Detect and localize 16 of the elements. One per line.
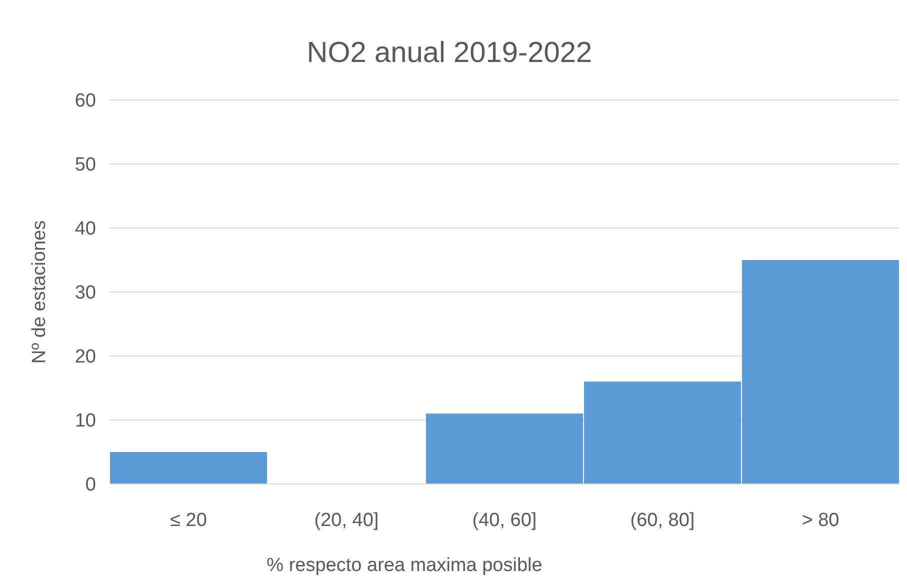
y-tick-label: 10	[74, 410, 96, 432]
y-tick-label: 50	[74, 154, 96, 176]
x-axis-title: % respecto area maxima posible	[266, 555, 542, 576]
x-tick-label: (60, 80]	[630, 510, 695, 531]
x-tick-label: (20, 40]	[314, 510, 379, 531]
y-tick-label: 30	[74, 282, 96, 304]
bar	[110, 452, 268, 484]
chart-title: NO2 anual 2019-2022	[306, 37, 592, 69]
y-tick-label: 20	[74, 346, 96, 368]
y-tick-label: 0	[85, 474, 96, 496]
x-tick-label: (40, 60]	[472, 510, 537, 531]
x-tick-label: > 80	[802, 510, 840, 531]
x-tick-label: ≤ 20	[170, 510, 207, 531]
y-tick-label: 40	[74, 218, 96, 240]
y-axis-title: Nº de estaciones	[29, 220, 50, 364]
y-tick-label: 60	[74, 90, 96, 112]
